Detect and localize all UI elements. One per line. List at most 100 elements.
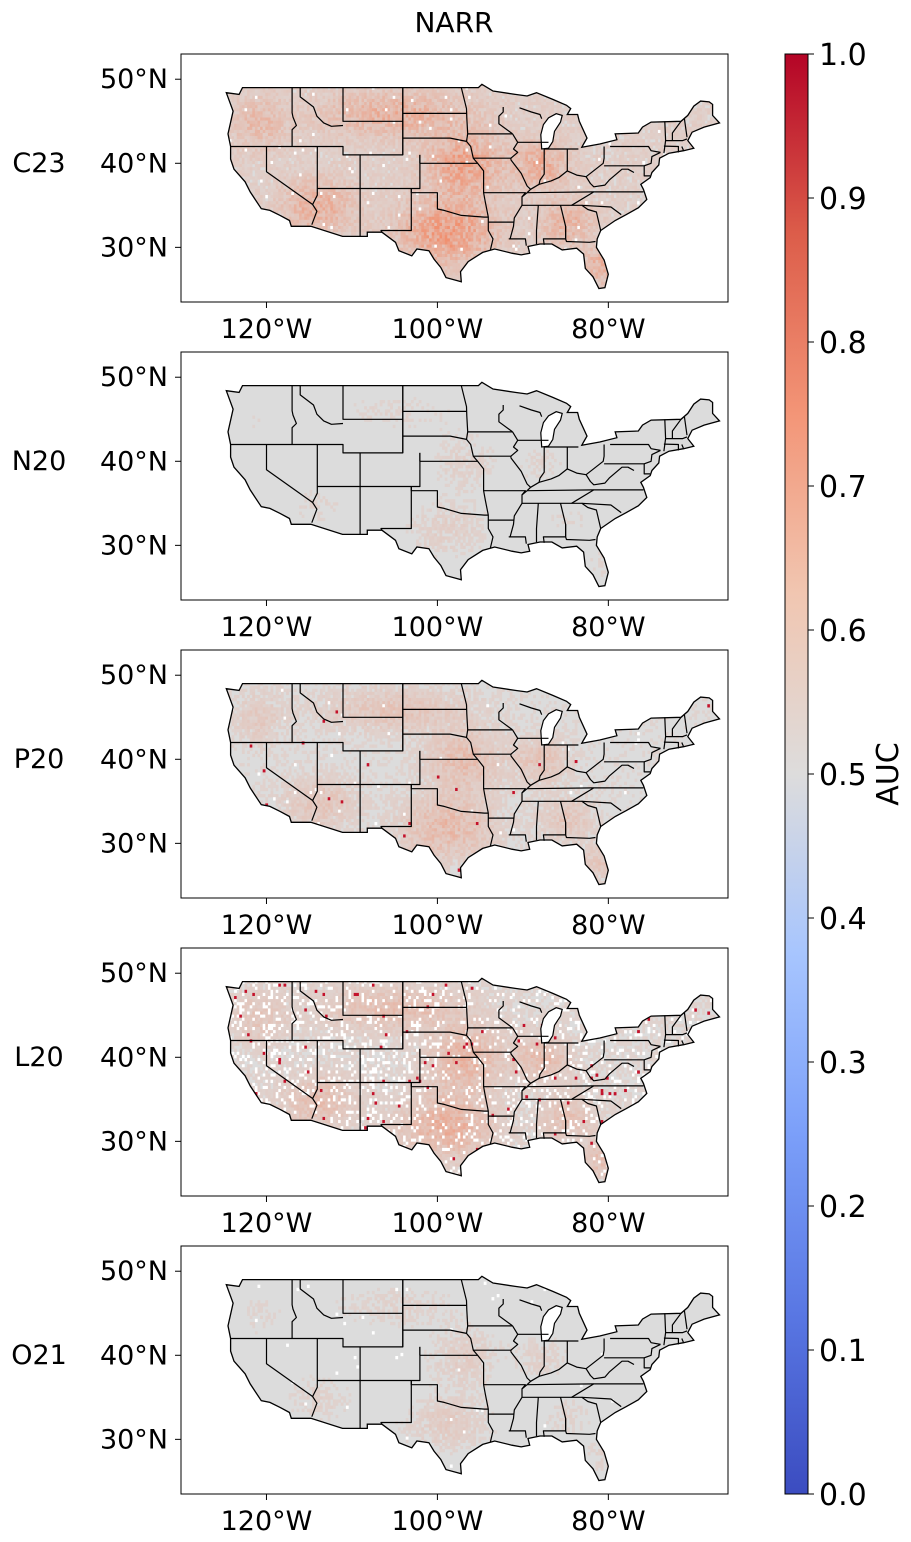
state-border <box>522 191 644 206</box>
state-border <box>483 192 526 198</box>
lon-tick-label: 80°W <box>571 314 646 345</box>
row-label: P20 <box>14 744 65 775</box>
state-border <box>663 717 667 750</box>
state-border <box>585 742 605 774</box>
state-border <box>380 784 412 829</box>
auc-field <box>247 1281 614 1471</box>
lon-tick-label: 80°W <box>571 1506 646 1537</box>
lon-tick-label: 100°W <box>392 314 484 345</box>
state-border <box>522 489 644 504</box>
state-border <box>571 502 602 529</box>
state-border <box>671 120 682 141</box>
state-border <box>671 418 682 439</box>
state-border <box>571 1098 602 1125</box>
map-panels: 50°N 40°N 30°N 120°W 100°W 80°W C23 50°N 40°N 30°… <box>11 53 729 1537</box>
state-border <box>527 1383 594 1386</box>
state-border <box>604 747 661 763</box>
colorbar-tick-label: 0.2 <box>819 1190 867 1225</box>
state-border <box>683 118 688 138</box>
state-border <box>643 1059 651 1071</box>
state-border <box>380 188 412 233</box>
colorbar-tick-label: 0.0 <box>819 1478 867 1513</box>
lake-michigan <box>540 1007 563 1044</box>
map-panel-l20: 50°N 40°N 30°N 120°W 100°W 80°W L20 <box>14 947 729 1239</box>
state-border <box>681 1338 685 1343</box>
state-border <box>291 1279 298 1339</box>
state-border <box>663 145 679 153</box>
state-border <box>538 766 587 781</box>
state-border <box>604 1343 661 1359</box>
state-border <box>519 1001 543 1013</box>
state-border <box>380 1380 412 1425</box>
state-border <box>522 1085 644 1100</box>
state-border <box>585 444 605 476</box>
map-panel-p20: 50°N 40°N 30°N 120°W 100°W 80°W P20 <box>14 649 729 941</box>
lon-tick-label: 100°W <box>392 910 484 941</box>
state-border <box>299 683 344 723</box>
state-border <box>483 1086 526 1092</box>
lon-tick-label: 120°W <box>221 314 313 345</box>
colorbar-tick-label: 0.1 <box>819 1334 867 1369</box>
state-border <box>317 750 421 786</box>
lat-tick-label: 50°N <box>100 1256 168 1287</box>
state-border <box>530 1341 545 1382</box>
state-border <box>665 734 688 738</box>
state-border <box>585 764 635 784</box>
state-border <box>585 1360 635 1380</box>
state-border <box>610 1337 661 1345</box>
state-border <box>291 87 298 147</box>
state-border <box>498 1299 513 1327</box>
state-border <box>530 745 545 786</box>
state-border <box>643 165 651 177</box>
lake-michigan <box>540 411 563 448</box>
state-border <box>527 489 594 492</box>
state-border <box>527 191 594 194</box>
lon-tick-label: 100°W <box>392 1506 484 1537</box>
state-border <box>681 742 685 747</box>
lat-tick-label: 50°N <box>100 362 168 393</box>
state-border <box>410 1380 489 1410</box>
state-border <box>683 416 688 436</box>
colorbar-tick-label: 0.6 <box>819 614 867 649</box>
state-border <box>671 1312 682 1333</box>
state-border <box>519 703 543 715</box>
state-border <box>683 1310 688 1330</box>
state-border <box>535 205 539 244</box>
state-border <box>665 138 688 142</box>
map-panel-n20: 50°N 40°N 30°N 120°W 100°W 80°W N20 <box>12 351 729 643</box>
state-border <box>317 1048 421 1084</box>
state-border <box>498 703 513 731</box>
row-label: N20 <box>12 446 67 477</box>
colorbar-ticks: 0.0 0.1 0.2 0.3 0.4 0.5 0.6 0.7 0.8 0.9 1.0 <box>808 38 867 1513</box>
state-border <box>312 146 318 205</box>
state-border <box>530 1043 545 1084</box>
state-border <box>522 1383 644 1398</box>
state-border <box>663 1313 667 1346</box>
state-border <box>610 1039 661 1047</box>
map-panel-o21: 50°N 40°N 30°N 120°W 100°W 80°W O21 <box>11 1245 729 1537</box>
lon-tick-label: 120°W <box>221 1506 313 1537</box>
state-border <box>291 385 298 445</box>
state-border <box>565 834 596 839</box>
lon-tick-label: 100°W <box>392 1208 484 1239</box>
state-border <box>299 385 344 425</box>
state-border <box>402 1329 467 1334</box>
state-border <box>312 1040 318 1099</box>
lat-tick-label: 30°N <box>100 530 168 561</box>
state-border <box>681 146 685 151</box>
state-border <box>538 170 587 185</box>
state-border <box>585 1040 605 1072</box>
state-border <box>519 107 543 119</box>
colorbar-label: AUC <box>871 742 906 805</box>
lon-tick-label: 100°W <box>392 612 484 643</box>
state-border <box>312 1338 318 1397</box>
state-border <box>410 486 489 516</box>
map-frame <box>180 53 729 303</box>
state-border <box>663 1015 667 1048</box>
state-border <box>581 1396 622 1408</box>
state-border <box>581 800 622 812</box>
state-border <box>530 149 545 190</box>
lat-tick-label: 40°N <box>100 148 168 179</box>
state-border <box>571 800 602 827</box>
state-border <box>380 486 412 531</box>
